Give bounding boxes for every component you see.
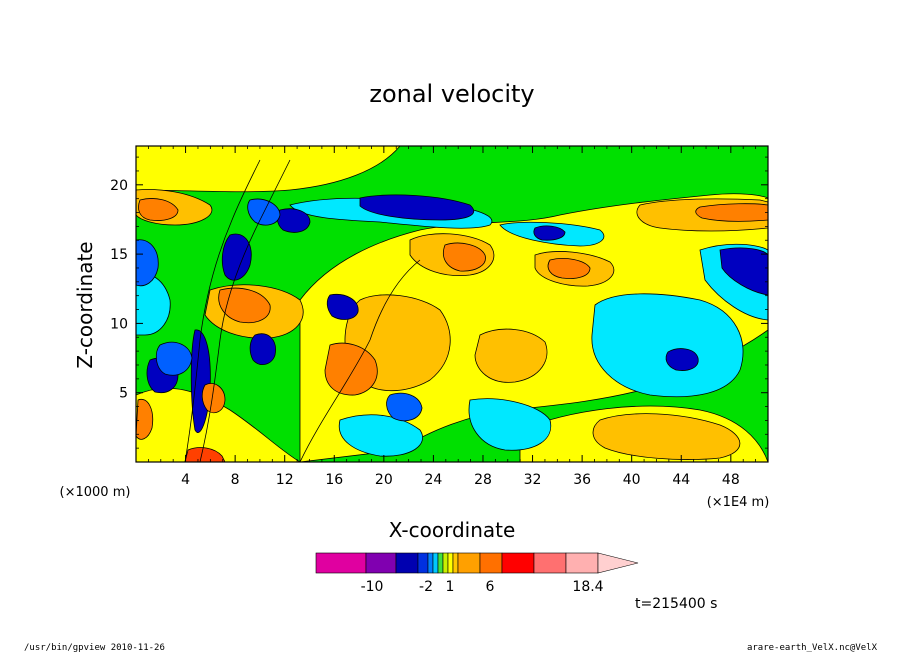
contour-line — [299, 259, 421, 462]
colorbar-segment — [315, 552, 367, 574]
time-label: t=215400 s — [635, 596, 717, 612]
colorbar-segment — [447, 552, 454, 574]
contour-region — [324, 342, 378, 396]
contour-region — [359, 194, 475, 221]
contour-region — [221, 233, 252, 281]
colorbar: -10 -2 1 6 18.4 — [315, 552, 639, 595]
x-axis-label: X-coordinate — [389, 518, 516, 542]
contour-region — [695, 203, 768, 222]
contour-region — [184, 447, 226, 462]
contour-region — [719, 247, 768, 296]
contour-region — [386, 392, 423, 422]
y-tick-label: 15 — [110, 247, 128, 263]
contour-region — [136, 146, 401, 193]
x-tick-label: 48 — [722, 472, 740, 488]
x-tick-label: 8 — [231, 472, 240, 488]
plot-frame — [135, 145, 769, 463]
x-unit-right: (×1E4 m) — [707, 495, 770, 510]
y-tick-label: 10 — [110, 316, 128, 332]
contour-region — [249, 333, 276, 365]
colorbar-segment — [501, 552, 535, 574]
colorbar-segment — [427, 552, 434, 574]
colorbar-segment — [457, 552, 481, 574]
contour-region — [547, 258, 591, 279]
colorbar-tick-label: 6 — [486, 579, 495, 595]
colorbar-segment — [395, 552, 419, 574]
contour-region — [326, 293, 359, 320]
colorbar-segment — [442, 552, 449, 574]
contour-region — [443, 242, 486, 272]
colorbar-tick-label: 18.4 — [572, 579, 603, 595]
x-tick-label: 44 — [672, 472, 690, 488]
colorbar-segment — [479, 552, 503, 574]
colorbar-tick-label: -2 — [419, 579, 433, 595]
colorbar-arrow — [597, 552, 639, 574]
footer-left: /usr/bin/gpview 2010-11-26 — [24, 643, 165, 653]
colorbar-segment — [432, 552, 439, 574]
contour-region — [138, 198, 179, 221]
colorbar-segment — [365, 552, 397, 574]
x-tick-label: 12 — [276, 472, 294, 488]
contour-region — [218, 287, 271, 324]
contour-region — [474, 328, 548, 383]
contour-region — [136, 398, 154, 440]
contour-region — [592, 413, 741, 460]
contour-region — [665, 348, 699, 371]
contour-region — [533, 225, 566, 241]
y-tick-label: 20 — [110, 178, 128, 194]
contour-line — [199, 159, 291, 462]
contour-region — [591, 293, 744, 398]
x-tick-label: 24 — [424, 472, 442, 488]
plot-area — [136, 146, 768, 462]
x-tick-label: 16 — [325, 472, 343, 488]
x-tick-label: 20 — [375, 472, 393, 488]
y-tick-label: 5 — [119, 386, 128, 402]
contour-region — [136, 239, 159, 287]
x-tick-label: 4 — [181, 472, 190, 488]
y-axis-label: Z-coordinate — [73, 241, 97, 368]
x-tick-label: 36 — [573, 472, 591, 488]
x-tick-label: 32 — [524, 472, 542, 488]
contour-region — [338, 414, 423, 457]
colorbar-segment — [533, 552, 567, 574]
x-axis: 4 8 12 16 20 24 28 32 36 40 44 48 — [147, 146, 769, 488]
colorbar-segment — [452, 552, 459, 574]
colorbar-tick-label: -10 — [361, 579, 384, 595]
contour-region — [155, 341, 193, 376]
x-unit-left: (×1000 m) — [60, 485, 131, 500]
footer-right: arare-earth_VelX.nc@VelX — [747, 643, 878, 653]
chart-title: zonal velocity — [369, 80, 534, 108]
contour-line — [184, 159, 261, 462]
contour-region — [468, 398, 552, 451]
colorbar-segment — [417, 552, 429, 574]
x-tick-label: 28 — [474, 472, 492, 488]
y-axis: 5 10 15 20 — [110, 156, 768, 449]
colorbar-segment — [437, 552, 444, 574]
x-tick-label: 40 — [623, 472, 641, 488]
colorbar-tick-label: 1 — [446, 579, 455, 595]
contour-region — [201, 383, 226, 414]
colorbar-segment — [565, 552, 599, 574]
